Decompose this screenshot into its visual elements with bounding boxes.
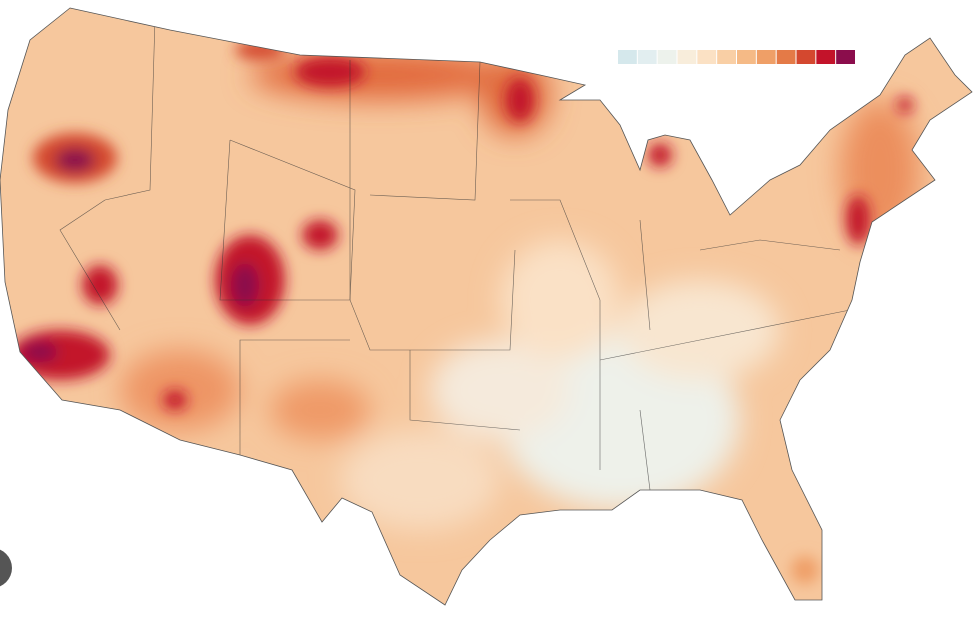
legend-swatch — [816, 50, 836, 64]
legend-swatch — [677, 50, 697, 64]
legend-swatch — [776, 50, 796, 64]
scroll-button[interactable] — [0, 548, 12, 588]
legend-swatch — [657, 50, 677, 64]
legend-swatch — [796, 50, 816, 64]
legend — [618, 50, 855, 64]
state-borders — [59, 17, 851, 491]
legend-swatch — [717, 50, 736, 64]
legend-swatch — [756, 50, 776, 64]
legend-swatch — [697, 50, 717, 64]
legend-swatch — [618, 50, 637, 64]
legend-swatch — [836, 50, 855, 64]
legend-swatch — [637, 50, 657, 64]
legend-swatch — [737, 50, 756, 64]
